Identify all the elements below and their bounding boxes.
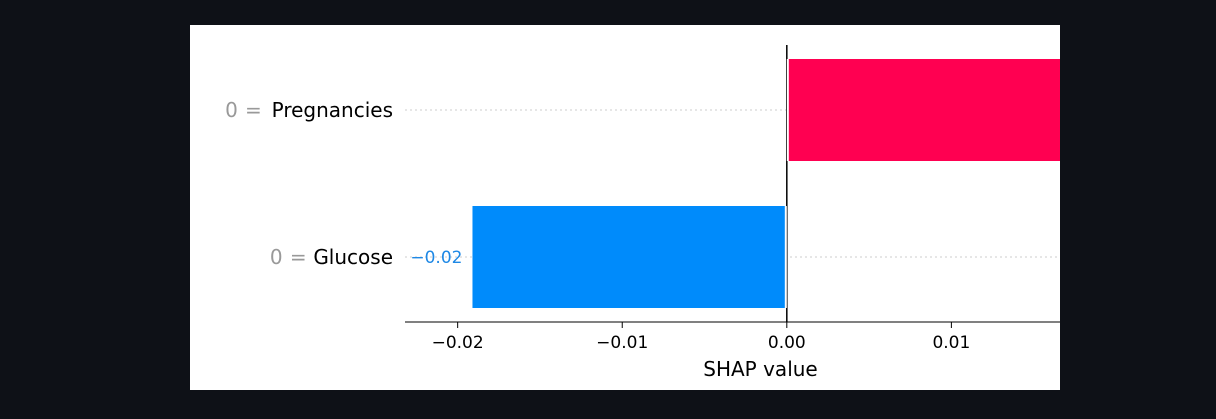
x-tick-label: −0.02 bbox=[432, 333, 484, 353]
x-tick-label: 0.01 bbox=[932, 333, 970, 353]
feature-name-label: Pregnancies bbox=[272, 98, 393, 122]
feature-value-label: 0 bbox=[225, 98, 238, 122]
feature-name-label: Glucose bbox=[313, 245, 393, 269]
x-tick-label: 0.00 bbox=[768, 333, 806, 353]
x-axis-label: SHAP value bbox=[703, 357, 817, 381]
feature-value-label: 0 bbox=[270, 245, 283, 269]
bar-value-label: −0.02 bbox=[410, 248, 462, 268]
feature-eq-label: = bbox=[290, 245, 307, 269]
feature-eq-label: = bbox=[245, 98, 262, 122]
chart-panel: Pregnancies = 0 Glucose = 0 −0.02 −0.02 −0.01 0.0… bbox=[190, 25, 1060, 390]
bar-glucose bbox=[472, 206, 787, 308]
bar-pregnancies bbox=[786, 59, 1060, 161]
x-tick-label: −0.01 bbox=[596, 333, 648, 353]
